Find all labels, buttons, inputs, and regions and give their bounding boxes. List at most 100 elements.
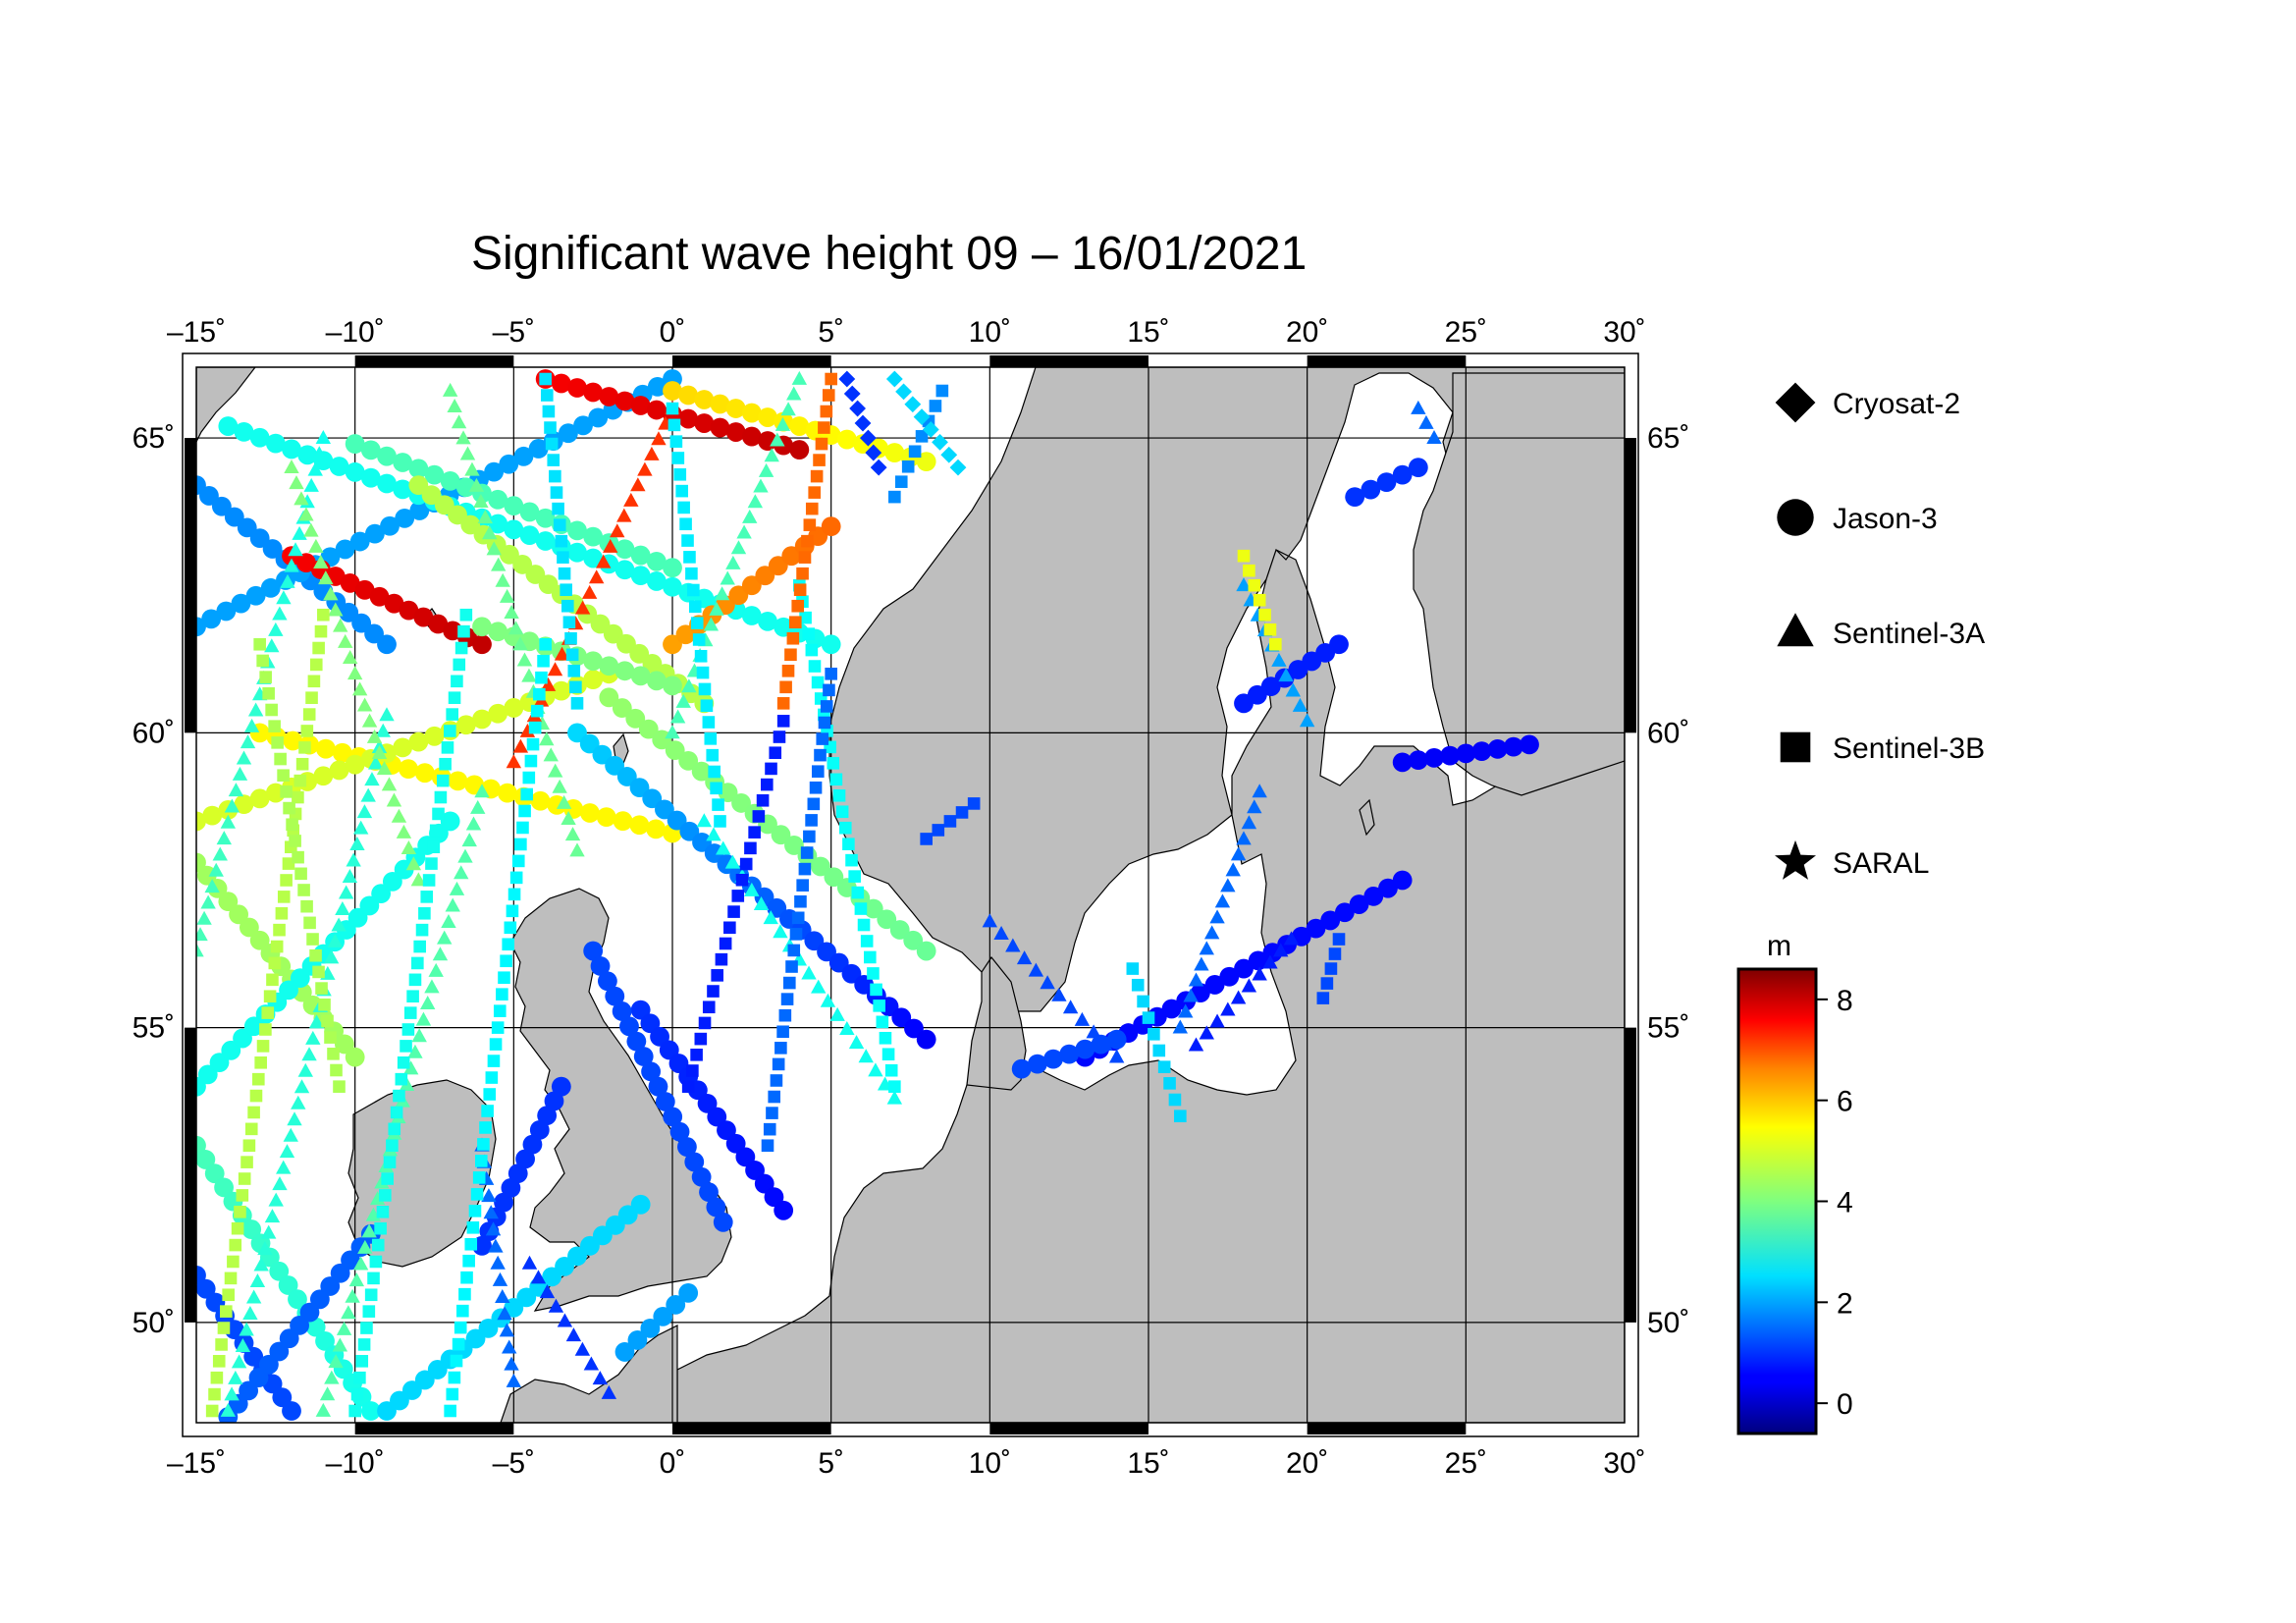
wave-height-point — [655, 1092, 675, 1111]
wave-height-point — [446, 1387, 459, 1401]
wave-height-point — [294, 774, 307, 787]
wave-height-point — [522, 1134, 543, 1155]
wave-height-point — [1378, 878, 1398, 898]
wave-height-points — [196, 369, 1539, 1423]
wave-height-point — [667, 810, 687, 831]
wave-height-point — [479, 1121, 492, 1134]
bottom-scale-segment — [672, 1423, 831, 1434]
wave-height-point — [1236, 577, 1252, 592]
wave-height-point — [318, 998, 331, 1011]
wave-height-point — [774, 1042, 787, 1055]
wave-height-point — [472, 617, 492, 637]
wave-height-point — [870, 459, 887, 476]
wave-height-point — [448, 691, 461, 704]
wave-height-point — [648, 1076, 668, 1097]
wave-height-point — [758, 611, 777, 631]
wave-height-point — [730, 540, 747, 555]
wave-height-point — [558, 567, 571, 580]
wave-height-point — [224, 1386, 240, 1401]
wave-height-point — [348, 1404, 361, 1418]
wave-height-point — [760, 778, 774, 791]
wave-height-point — [567, 520, 587, 541]
wave-height-point — [247, 702, 264, 717]
wave-height-point — [665, 740, 685, 761]
wave-height-point — [770, 1074, 783, 1087]
wave-height-point — [709, 601, 724, 616]
wave-height-point — [804, 931, 825, 951]
wave-height-point — [477, 510, 494, 524]
wave-height-point — [876, 1015, 889, 1029]
lat-tick-right: 60˚ — [1647, 717, 1689, 749]
wave-height-point — [1225, 862, 1241, 877]
wave-height-point — [774, 1200, 794, 1220]
wave-height-point — [719, 937, 732, 950]
wave-height-point — [300, 899, 313, 913]
wave-height-point — [839, 1021, 855, 1036]
wave-height-point — [1234, 958, 1254, 979]
wave-height-point — [1131, 978, 1145, 992]
wave-height-point — [324, 1031, 337, 1044]
wave-height-point — [1306, 918, 1326, 939]
wave-height-point — [820, 700, 833, 713]
wave-height-point — [393, 1089, 405, 1103]
wave-height-point — [860, 935, 874, 947]
wave-height-point — [496, 988, 508, 1001]
wave-height-point — [231, 1221, 244, 1235]
wave-height-point — [915, 430, 929, 443]
wave-height-point — [692, 832, 712, 852]
wave-height-point — [583, 526, 604, 547]
wave-height-point — [368, 755, 384, 770]
wave-height-point — [432, 947, 449, 961]
wave-height-point — [288, 542, 303, 557]
wave-height-point — [1174, 1109, 1187, 1123]
wave-height-point — [835, 805, 849, 819]
wave-height-point — [1285, 682, 1301, 697]
wave-height-point — [569, 680, 582, 694]
wave-height-point — [1324, 962, 1338, 975]
wave-height-point — [821, 634, 841, 655]
wave-height-point — [1108, 1049, 1125, 1063]
wave-height-point — [547, 662, 563, 676]
wave-height-point — [229, 904, 249, 925]
wave-height-point — [374, 1221, 387, 1235]
wave-height-point — [932, 824, 945, 837]
wave-height-point — [196, 1278, 216, 1299]
wave-height-point — [415, 923, 429, 937]
lat-tick-left: 60˚ — [133, 717, 175, 749]
wave-height-point — [881, 1048, 895, 1061]
wave-height-point — [651, 431, 667, 446]
wave-height-point — [280, 573, 295, 588]
wave-height-point — [303, 522, 319, 537]
wave-height-point — [379, 707, 395, 722]
wave-height-point — [557, 551, 569, 564]
top-scale-segment — [354, 355, 514, 367]
wave-height-point — [796, 879, 809, 892]
wave-height-point — [570, 697, 584, 710]
wave-height-point — [315, 429, 332, 444]
wave-height-point — [694, 649, 708, 663]
wave-height-point — [791, 370, 808, 385]
wave-height-point — [486, 541, 502, 556]
wave-height-point — [231, 1354, 247, 1369]
wave-height-point — [196, 927, 208, 942]
wave-height-point — [825, 667, 837, 680]
wave-height-point — [644, 446, 660, 460]
wave-height-point — [442, 382, 458, 397]
wave-height-point — [393, 453, 413, 472]
wave-height-point — [384, 593, 404, 614]
wave-height-point — [332, 1337, 348, 1352]
wave-height-point — [214, 1177, 234, 1198]
wave-height-point — [321, 1014, 334, 1028]
wave-height-point — [626, 1031, 647, 1052]
wave-height-point — [497, 783, 517, 803]
wave-height-point — [793, 583, 807, 597]
wave-height-point — [364, 772, 380, 786]
wave-height-point — [629, 778, 650, 798]
wave-height-point — [256, 654, 269, 668]
wave-height-point — [468, 1205, 482, 1217]
wave-height-point — [1503, 736, 1523, 757]
wave-height-point — [394, 859, 414, 880]
lon-tick-top: 15˚ — [1127, 316, 1169, 349]
wave-height-point — [364, 623, 384, 644]
wave-height-point — [1220, 878, 1236, 893]
